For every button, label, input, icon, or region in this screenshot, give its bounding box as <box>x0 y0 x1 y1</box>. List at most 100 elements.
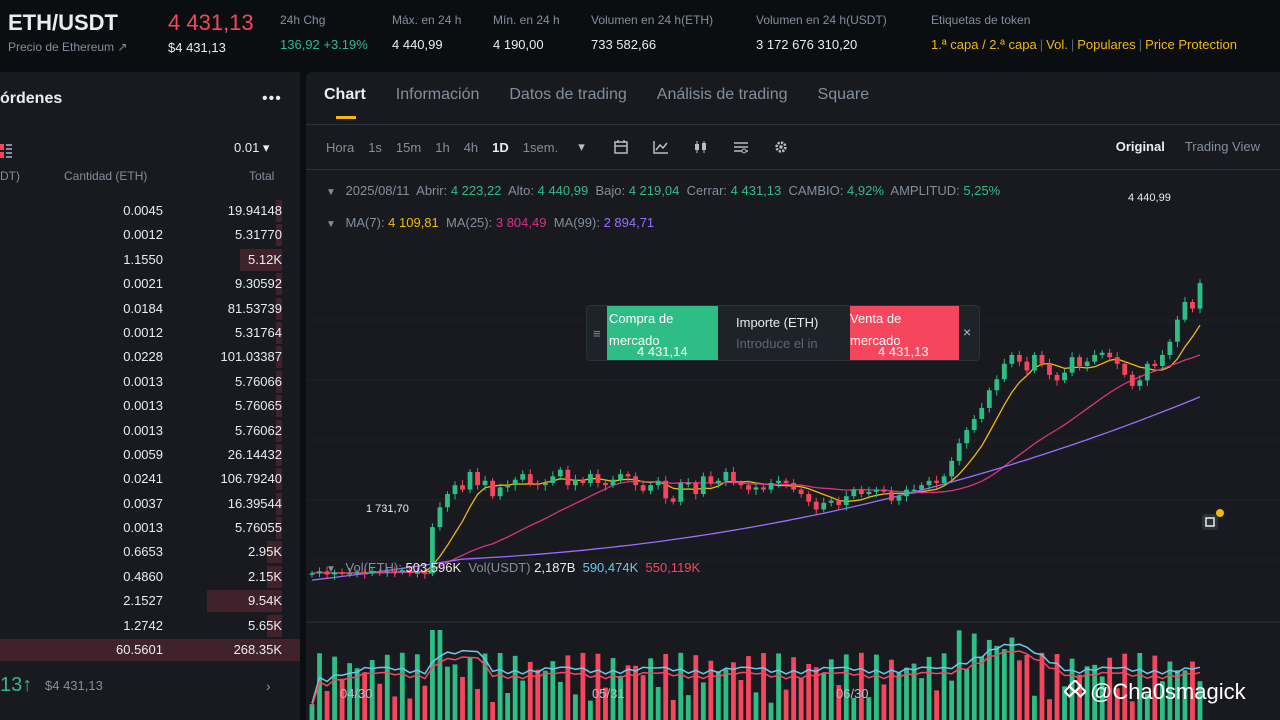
candle <box>422 569 428 579</box>
collapse-icon[interactable]: ▼ <box>326 564 336 575</box>
ask-row[interactable]: 0.0013 5.76062 <box>0 419 300 443</box>
ask-row[interactable]: 0.4860 2.15K <box>0 565 300 589</box>
change-value: 4,92% <box>847 183 884 198</box>
candle <box>813 497 819 515</box>
view-original[interactable]: Original <box>1115 139 1165 154</box>
ask-row[interactable]: 0.6653 2.95K <box>0 540 300 564</box>
depth-bar <box>276 321 282 344</box>
volume-bar <box>731 662 736 720</box>
tag-layer[interactable]: 1.ª capa / 2.ª capa <box>931 37 1037 52</box>
ask-row[interactable]: 0.0013 5.76065 <box>0 394 300 418</box>
candle-type-icon[interactable] <box>693 140 709 154</box>
candle <box>505 480 511 492</box>
volume-bar <box>994 645 1000 720</box>
volume-bar <box>550 661 556 720</box>
orderbook-last-price[interactable]: 13↑ <box>0 674 32 697</box>
candle <box>1175 315 1180 348</box>
interval-15m[interactable]: 15m <box>395 139 422 155</box>
tab-chart[interactable]: Chart <box>324 86 366 119</box>
interval-4h[interactable]: 4h <box>463 139 479 155</box>
ask-row[interactable]: 0.0184 81.53739 <box>0 297 300 321</box>
notes-icon[interactable] <box>1198 508 1226 536</box>
interval-1s[interactable]: 1s <box>368 139 382 155</box>
market-buy-button[interactable]: Compra de mercado 4 431,14 <box>607 306 718 360</box>
candle <box>640 480 646 494</box>
volume-ma-line-a <box>311 643 1201 704</box>
volume-bar <box>1039 652 1045 720</box>
ask-row[interactable]: 1.2742 5.65K <box>0 614 300 638</box>
candle <box>851 486 857 499</box>
ask-row[interactable]: 0.0021 9.30592 <box>0 272 300 296</box>
volume-bar <box>738 679 744 720</box>
indicators-icon[interactable] <box>652 140 669 154</box>
book-layout-icon[interactable] <box>0 144 12 158</box>
amount-input[interactable]: Introduce el in <box>736 336 818 351</box>
gear-icon[interactable] <box>773 140 789 154</box>
ask-row[interactable]: 1.1550 5.12K <box>0 248 300 272</box>
ask-total: 2.15K <box>248 568 282 584</box>
ask-row[interactable]: 0.0045 19.94148 <box>0 199 300 223</box>
ask-row[interactable]: 2.1527 9.54K <box>0 589 300 613</box>
tag-popular[interactable]: Populares <box>1077 37 1136 52</box>
volume-bar <box>1092 664 1098 720</box>
candle <box>497 483 503 500</box>
chart-tabs: Chart Información Datos de trading Análi… <box>324 86 870 119</box>
interval-dropdown-icon[interactable]: ▾ <box>578 139 585 154</box>
candle <box>1167 338 1173 360</box>
view-trading-view[interactable]: Trading View <box>1184 139 1260 154</box>
pair-title[interactable]: ETH/USDT <box>8 10 118 35</box>
ask-row[interactable]: 0.0013 5.76066 <box>0 370 300 394</box>
tag-vol[interactable]: Vol. <box>1046 37 1068 52</box>
tab-trading-analysis[interactable]: Análisis de trading <box>656 86 788 103</box>
ask-total: 9.30592 <box>235 276 282 292</box>
ask-quantity: 0.0021 <box>123 276 163 292</box>
close-icon[interactable]: × <box>963 324 972 340</box>
interval-1sem[interactable]: 1sem. <box>522 139 559 155</box>
token-tags: Etiquetas de token 1.ª capa / 2.ª capa | … <box>931 13 1237 52</box>
ask-row[interactable]: 0.0012 5.31770 <box>0 223 300 247</box>
volume-bar <box>866 697 872 720</box>
more-options-icon[interactable]: ••• <box>262 90 282 107</box>
volume-bar <box>384 654 390 720</box>
volume-bar <box>828 659 834 720</box>
collapse-icon[interactable]: ▼ <box>326 187 336 198</box>
drag-handle-icon[interactable]: ≡ <box>593 326 601 341</box>
amount-field[interactable]: Importe (ETH) Introduce el in <box>718 306 850 360</box>
candlestick-chart[interactable] <box>306 170 1280 720</box>
ask-row[interactable]: 0.0037 16.39544 <box>0 492 300 516</box>
volume-readout: ▼ Vol(ETH): 503,596K Vol(USDT) 2,187B 59… <box>326 560 700 575</box>
ma7-label: MA(7): <box>345 215 385 230</box>
volume-bar <box>919 678 924 720</box>
interval-1h[interactable]: 1h <box>435 139 450 155</box>
ask-row[interactable]: 0.0059 26.14432 <box>0 443 300 467</box>
volume-bar <box>1084 666 1090 720</box>
tab-trading-data[interactable]: Datos de trading <box>509 86 627 103</box>
pair-price-link[interactable]: Precio de Ethereum ↗ <box>8 40 128 54</box>
volume-bar <box>347 663 353 720</box>
interval-hora[interactable]: Hora <box>326 139 355 155</box>
ask-row[interactable]: 0.0228 101.03387 <box>0 345 300 369</box>
interval-1d[interactable]: 1D <box>492 139 509 155</box>
volume-bar <box>791 657 797 720</box>
volume-bar <box>979 656 985 720</box>
close-label: Cerrar: <box>686 183 728 198</box>
candle <box>685 478 691 488</box>
ask-row[interactable]: 60.5601 268.35K <box>0 638 300 662</box>
ask-row[interactable]: 0.0241 106.79240 <box>0 467 300 491</box>
tag-price-protection[interactable]: Price Protection <box>1145 37 1237 52</box>
collapse-icon[interactable]: ▼ <box>326 219 336 230</box>
chevron-right-icon[interactable]: › <box>266 678 271 694</box>
volume-bar <box>1167 661 1173 720</box>
tab-information[interactable]: Información <box>395 86 480 103</box>
ask-row[interactable]: 0.0012 5.31764 <box>0 321 300 345</box>
market-sell-button[interactable]: Venta de mercado 4 431,13 <box>850 306 959 360</box>
ma99-value: 2 894,71 <box>603 215 655 230</box>
ask-total: 5.76062 <box>235 422 282 438</box>
candle <box>715 478 721 488</box>
depth-bar <box>276 224 282 247</box>
layout-icon[interactable] <box>733 140 749 154</box>
tab-square[interactable]: Square <box>817 86 870 103</box>
ask-row[interactable]: 0.0013 5.76055 <box>0 516 300 540</box>
calendar-icon[interactable] <box>613 140 629 154</box>
price-step-dropdown[interactable]: 0.01 ▾ <box>234 140 270 155</box>
